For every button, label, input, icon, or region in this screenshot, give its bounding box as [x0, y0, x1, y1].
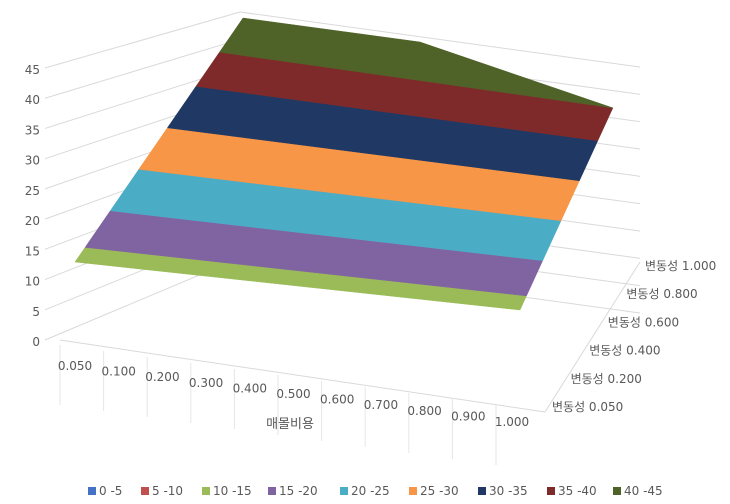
- z-tick-label: 5: [32, 305, 40, 319]
- x-tick-label: 0.200: [145, 370, 179, 384]
- legend-swatch: [202, 487, 210, 495]
- legend-item: 40 -45: [613, 484, 663, 498]
- x-tick-label: 1.000: [495, 415, 529, 429]
- depth-tick-label: 변동성 0.050: [552, 400, 623, 414]
- gridline-left: [44, 38, 241, 99]
- z-tick-label: 30: [25, 154, 40, 168]
- z-axis-ticks: 0 5 10 15 20 25 30 35 40 45: [25, 63, 40, 349]
- legend-label: 10 -15: [213, 484, 252, 498]
- depth-tick-label: 변동성 0.600: [608, 315, 679, 329]
- z-tick-label: 20: [25, 214, 40, 228]
- surface-plot: [74, 17, 614, 311]
- legend-label: 35 -40: [558, 484, 597, 498]
- x-tick-label: 0.050: [58, 359, 92, 373]
- legend-swatch: [340, 487, 348, 495]
- legend-swatch: [409, 487, 417, 495]
- x-tick-label: 0.500: [276, 387, 310, 401]
- legend-swatch: [141, 487, 149, 495]
- legend-label: 0 -5: [99, 484, 122, 498]
- z-tick-label: 25: [25, 184, 40, 198]
- legend-label: 25 -30: [420, 484, 459, 498]
- z-tick-label: 10: [25, 275, 40, 289]
- legend-label: 5 -10: [152, 484, 183, 498]
- x-tick-label: 0.100: [102, 365, 136, 379]
- legend-item: 5 -10: [141, 484, 183, 498]
- legend-item: 20 -25: [340, 484, 390, 498]
- legend: 0 -5 5 -10 10 -15 15 -20 20 -25 25 -30 30 -35 3…: [88, 484, 663, 498]
- x-axis-title: 매몰비용: [266, 417, 314, 432]
- legend-item: 35 -40: [547, 484, 597, 498]
- surface-band: [219, 17, 613, 109]
- x-tick-label: 0.400: [233, 381, 267, 395]
- gridline-left: [44, 11, 241, 69]
- x-tick-label: 0.600: [320, 393, 354, 407]
- legend-swatch: [613, 487, 621, 495]
- z-tick-label: 35: [25, 123, 40, 137]
- x-tick-label: 0.300: [189, 376, 223, 390]
- depth-axis-line: [544, 261, 641, 413]
- depth-tick-label: 변동성 0.400: [589, 344, 660, 358]
- z-tick-label: 0: [32, 335, 40, 349]
- z-tick-label: 40: [25, 93, 40, 107]
- legend-item: 0 -5: [88, 484, 122, 498]
- x-tick-label: 0.800: [407, 404, 441, 418]
- legend-item: 25 -30: [409, 484, 459, 498]
- depth-tick-label: 변동성 0.800: [626, 287, 697, 301]
- x-tick-label: 0.700: [364, 398, 398, 412]
- legend-label: 40 -45: [624, 484, 663, 498]
- legend-item: 30 -35: [478, 484, 528, 498]
- depth-tick-label: 변동성 1.000: [645, 259, 716, 273]
- legend-swatch: [478, 487, 486, 495]
- legend-swatch: [88, 487, 96, 495]
- x-axis-ticks: 0.050 0.100 0.200 0.300 0.400 0.500 0.600 0.700…: [58, 345, 529, 465]
- axes: [59, 261, 641, 413]
- legend-swatch: [268, 487, 276, 495]
- x-axis-line: [59, 339, 546, 413]
- x-tick-label: 0.900: [451, 409, 485, 423]
- gridline-back: [239, 11, 641, 68]
- legend-swatch: [547, 487, 555, 495]
- z-tick-label: 45: [25, 63, 40, 77]
- legend-label: 15 -20: [279, 484, 318, 498]
- legend-item: 10 -15: [202, 484, 252, 498]
- depth-axis-ticks: 변동성 0.050 변동성 0.200 변동성 0.400 변동성 0.600 변동성 …: [552, 259, 716, 414]
- legend-label: 20 -25: [351, 484, 390, 498]
- legend-item: 15 -20: [268, 484, 318, 498]
- z-tick-label: 15: [25, 244, 40, 258]
- depth-tick-label: 변동성 0.200: [571, 372, 642, 386]
- legend-label: 30 -35: [489, 484, 528, 498]
